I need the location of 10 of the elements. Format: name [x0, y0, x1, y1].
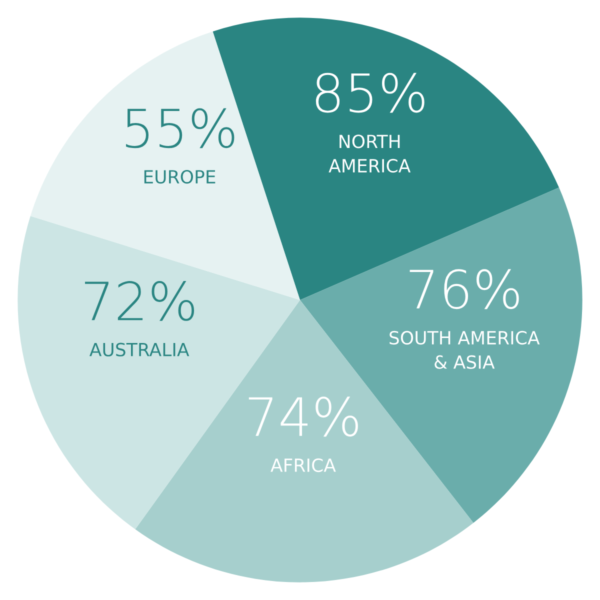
data-label: 74%	[248, 396, 358, 437]
slice-label: NORTH AMERICA	[328, 134, 411, 173]
data-label: 85%	[316, 72, 424, 113]
data-label: 72%	[85, 281, 194, 321]
slice-label: SOUTH AMERICA & ASIA	[390, 330, 540, 369]
data-label: 76%	[410, 269, 519, 310]
data-label: 55%	[126, 108, 234, 148]
slice-label: AFRICA	[270, 458, 336, 472]
slice-label: AUSTRALIA	[89, 342, 190, 356]
slice-label: EUROPE	[144, 170, 216, 184]
